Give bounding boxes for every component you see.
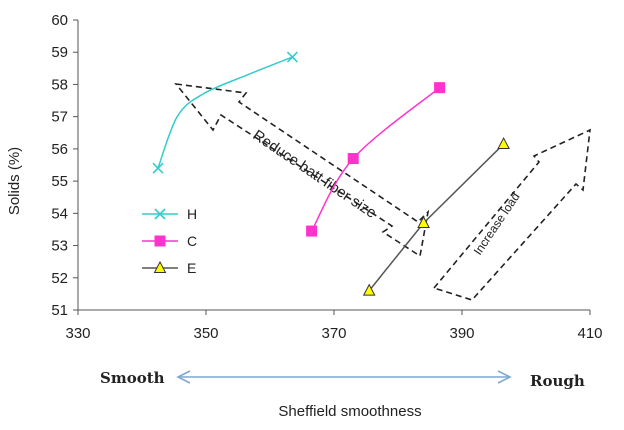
- series-group: [152, 51, 510, 296]
- data-point-C: [347, 153, 359, 165]
- range-arrow: [176, 370, 512, 384]
- increase-load-label: Increase load: [471, 190, 523, 258]
- data-point-E: [417, 215, 430, 228]
- data-point-H: [152, 162, 164, 174]
- x-tick-label: 350: [193, 325, 218, 342]
- y-tick-label: 59: [51, 44, 68, 61]
- legend-label-C: C: [187, 233, 197, 249]
- x-ticks: 330 350 370 390 410: [65, 310, 603, 342]
- legend-marker-H: [154, 208, 166, 220]
- y-tick-label: 54: [51, 205, 68, 222]
- rough-label: Rough: [530, 372, 585, 390]
- y-tick-label: 51: [51, 302, 68, 319]
- y-tick-label: 58: [51, 76, 68, 93]
- legend-label-H: H: [187, 206, 197, 222]
- x-axis-title: Sheffield smoothness: [278, 403, 421, 420]
- reduce-fiber-arrow: [174, 82, 430, 258]
- data-point-C: [434, 82, 446, 94]
- data-point-H: [286, 51, 298, 63]
- y-axis-title: Solids (%): [6, 147, 23, 215]
- y-tick-label: 60: [51, 12, 68, 29]
- smooth-label: Smooth: [100, 369, 165, 387]
- y-tick-label: 57: [51, 109, 68, 126]
- y-tick-label: 52: [51, 270, 68, 287]
- y-ticks: 51 52 53 54 55 56 57 58 59 60: [51, 12, 78, 319]
- y-tick-label: 53: [51, 238, 68, 255]
- legend: HCE: [142, 206, 197, 276]
- x-tick-label: 390: [449, 325, 474, 342]
- series-line-H: [157, 56, 293, 169]
- data-point-E: [362, 283, 376, 296]
- x-tick-label: 410: [577, 325, 602, 342]
- data-point-C: [306, 225, 318, 237]
- legend-marker-C: [154, 235, 166, 247]
- y-tick-label: 55: [51, 173, 68, 190]
- series-line-E: [368, 143, 505, 292]
- data-point-E: [497, 136, 510, 150]
- y-tick-label: 56: [51, 141, 68, 158]
- increase-load-arrow: [432, 128, 591, 301]
- legend-marker-E: [153, 260, 167, 273]
- x-tick-label: 370: [321, 325, 346, 342]
- reduce-fiber-label: Reduce batt fiber size: [250, 127, 380, 222]
- legend-label-E: E: [187, 260, 196, 276]
- x-tick-label: 330: [65, 325, 90, 342]
